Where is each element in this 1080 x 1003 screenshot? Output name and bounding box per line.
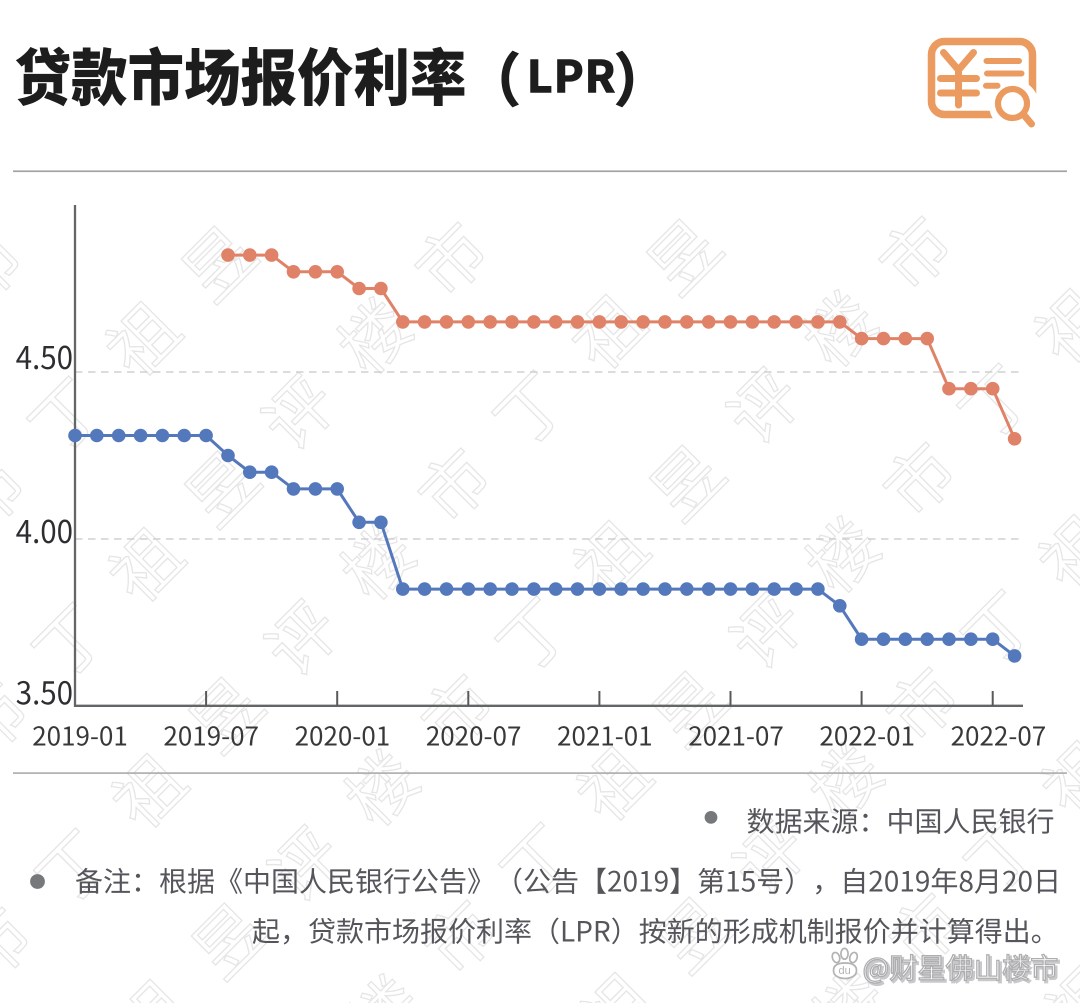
svg-text:du: du	[839, 965, 851, 977]
